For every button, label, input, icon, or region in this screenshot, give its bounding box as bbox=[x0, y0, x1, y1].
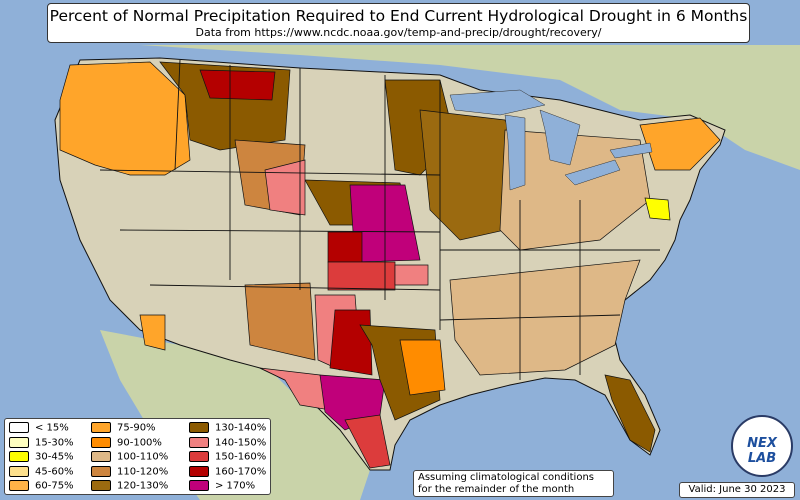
region-arizona-nm bbox=[244, 282, 316, 361]
legend-swatch bbox=[91, 422, 111, 433]
region-northeast bbox=[639, 117, 721, 171]
region-florida bbox=[604, 374, 656, 453]
legend-swatch bbox=[189, 465, 209, 477]
legend-item: 140-150% bbox=[189, 436, 267, 451]
region-delmarva bbox=[644, 197, 671, 221]
legend-swatch bbox=[9, 436, 29, 448]
legend-label: 60-75% bbox=[35, 480, 74, 492]
legend-label: 45-60% bbox=[35, 466, 74, 477]
legend: < 15% 15-30% 30-45% 45-60% 60-75% 75-90% 90-10… bbox=[4, 418, 271, 495]
legend-label: 140-150% bbox=[215, 437, 267, 448]
legend-item: 130-140% bbox=[189, 422, 266, 436]
legend-swatch bbox=[9, 465, 29, 477]
legend-item: 75-90% bbox=[91, 422, 156, 436]
legend-item: 120-130% bbox=[91, 480, 168, 494]
legend-swatch bbox=[189, 480, 209, 491]
valid-date: Valid: June 30 2023 bbox=[679, 482, 795, 498]
legend-swatch bbox=[91, 480, 111, 491]
region-texas-central-red bbox=[329, 309, 373, 376]
map-subtitle: Data from https://www.ncdc.noaa.gov/temp… bbox=[195, 26, 602, 39]
lake-erie bbox=[564, 159, 621, 186]
region-southern-plains bbox=[327, 261, 396, 291]
logo-text: NEX LAB bbox=[747, 436, 777, 466]
region-montana-north bbox=[199, 69, 276, 101]
legend-swatch bbox=[91, 436, 111, 448]
region-texas-south bbox=[344, 414, 391, 469]
legend-item: 150-160% bbox=[189, 451, 266, 465]
legend-label: 30-45% bbox=[35, 451, 74, 463]
legend-swatch bbox=[189, 436, 209, 448]
legend-item: 100-110% bbox=[91, 451, 168, 465]
legend-label: 160-170% bbox=[215, 466, 267, 477]
legend-swatch bbox=[9, 480, 29, 491]
legend-item: 30-45% bbox=[9, 451, 74, 465]
legend-label: 75-90% bbox=[117, 422, 156, 434]
legend-item: < 15% bbox=[9, 422, 69, 436]
legend-swatch bbox=[9, 422, 29, 433]
lake-huron bbox=[539, 109, 581, 166]
legend-label: 90-100% bbox=[117, 437, 162, 448]
region-kansas bbox=[327, 231, 363, 263]
region-ohio-valley bbox=[499, 129, 651, 251]
canada-land bbox=[60, 45, 800, 170]
mexico-land bbox=[100, 330, 370, 500]
note-line-1: Assuming climatological conditions bbox=[418, 472, 594, 483]
legend-swatch bbox=[91, 465, 111, 477]
nex-lab-logo: NEX LAB bbox=[731, 415, 793, 477]
legend-label: 120-130% bbox=[117, 480, 169, 492]
legend-label: 100-110% bbox=[117, 451, 169, 463]
lake-superior bbox=[449, 89, 546, 116]
lake-michigan bbox=[504, 114, 526, 191]
region-arizona-orange bbox=[139, 314, 166, 351]
legend-item: 45-60% bbox=[9, 465, 74, 480]
note-line-2: for the remainder of the month bbox=[418, 484, 575, 495]
legend-item: 60-75% bbox=[9, 480, 74, 494]
region-wy-pink bbox=[264, 159, 306, 216]
legend-label: < 15% bbox=[35, 422, 69, 434]
legend-label: > 170% bbox=[215, 480, 256, 492]
region-pacific-northwest bbox=[59, 61, 191, 176]
legend-item: > 170% bbox=[189, 480, 255, 494]
map-title: Percent of Normal Precipitation Required… bbox=[49, 7, 748, 25]
legend-item: 160-170% bbox=[189, 465, 267, 480]
lake-ontario bbox=[609, 142, 653, 159]
legend-swatch bbox=[9, 451, 29, 462]
legend-item: 110-120% bbox=[91, 465, 169, 480]
legend-swatch bbox=[91, 451, 111, 462]
legend-label: 150-160% bbox=[215, 451, 267, 463]
legend-swatch bbox=[189, 422, 209, 433]
legend-label: 130-140% bbox=[215, 422, 267, 434]
region-oklahoma-east bbox=[394, 264, 429, 286]
assumption-note: Assuming climatological conditions for t… bbox=[413, 470, 614, 497]
legend-swatch bbox=[189, 451, 209, 462]
legend-label: 15-30% bbox=[35, 437, 74, 448]
legend-item: 15-30% bbox=[9, 436, 74, 451]
region-louisiana bbox=[399, 339, 446, 396]
state-borders bbox=[99, 59, 660, 380]
region-texas-west bbox=[259, 367, 331, 411]
legend-item: 90-100% bbox=[91, 436, 162, 451]
legend-label: 110-120% bbox=[117, 466, 169, 477]
title-box: Percent of Normal Precipitation Required… bbox=[47, 3, 750, 43]
